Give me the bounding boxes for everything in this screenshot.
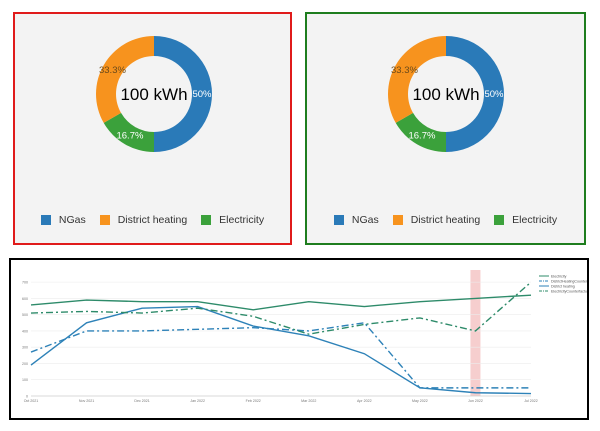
y-tick-label: 0 xyxy=(26,395,28,399)
legend-item-electricity[interactable]: Electricity xyxy=(201,214,264,226)
legend-label-electricity: Electricity xyxy=(512,214,558,226)
legend-label-electricity: Electricity xyxy=(551,274,567,278)
donut-slice-label-electricity: 16.7% xyxy=(116,131,143,142)
legend-swatch-electricity xyxy=(494,215,505,225)
donut-slice-district-heating[interactable] xyxy=(96,36,154,123)
donut-panel-right: 50% 16.7% 33.3% 100 kWh NGas District heati… xyxy=(305,12,586,245)
line-chart: 0 100 200 300 400 500 600 700 Oct 2021 Nov 2021 De… xyxy=(22,270,587,403)
x-tick-label: Jan 2022 xyxy=(190,399,205,403)
donut-slice-district-heating[interactable] xyxy=(388,36,446,123)
legend-label-electricity: Electricity xyxy=(219,214,265,226)
donut-chart-right: 50% 16.7% 33.3% 100 kWh xyxy=(388,36,504,152)
donut-slice-label-electricity: 16.7% xyxy=(408,131,435,142)
legend-label-electricitycounterfactual: ElectricityCounterfactual xyxy=(551,289,587,293)
legend-item-electricity[interactable]: Electricity xyxy=(494,214,557,226)
legend-item-district-heating[interactable]: District heating xyxy=(392,214,481,226)
y-tick-label: 500 xyxy=(22,313,28,317)
legend-swatch-ngas xyxy=(40,215,51,225)
donut-center-label: 100 kWh xyxy=(412,85,479,104)
donut-slice-label-district-heating: 33.3% xyxy=(391,65,418,76)
series-line-district-heating[interactable] xyxy=(30,305,532,395)
legend-swatch-ngas xyxy=(333,215,344,225)
y-tick-label: 700 xyxy=(22,281,28,285)
y-tick-label: 300 xyxy=(22,346,28,350)
legend-label-district-heating: District heating xyxy=(117,214,188,226)
legend-item-district-heating[interactable]: District heating xyxy=(99,214,188,226)
donut-center-label: 100 kWh xyxy=(120,85,187,104)
x-tick-label: Apr 2022 xyxy=(357,399,372,403)
donut-slice-label-ngas: 50% xyxy=(484,89,504,100)
donut-panel-left: 50% 16.7% 33.3% 100 kWh NGas District heati… xyxy=(13,12,292,245)
legend-label-district-heating: District heating xyxy=(551,284,575,288)
y-tick-label: 600 xyxy=(22,297,28,301)
y-tick-label: 400 xyxy=(22,329,28,333)
x-tick-label: Feb 2022 xyxy=(246,399,261,403)
x-tick-label: Mar 2022 xyxy=(301,399,316,403)
donut-slice-ngas[interactable] xyxy=(154,36,212,152)
series-line-electricitycounterfactual[interactable] xyxy=(30,281,532,335)
legend-item-ngas[interactable]: NGas xyxy=(40,214,86,226)
donut-slice-ngas[interactable] xyxy=(446,36,504,152)
donut-chart-left: 50% 16.7% 33.3% 100 kWh xyxy=(96,36,212,152)
legend-label-ngas: NGas xyxy=(58,214,86,226)
series-line-districtheatingcounterfactual[interactable] xyxy=(30,322,531,389)
highlight-band xyxy=(470,270,481,396)
legend-left: NGas District heating Electricity xyxy=(15,214,290,226)
y-tick-label: 200 xyxy=(22,362,28,366)
legend-swatch-electricity xyxy=(201,215,212,225)
series-line-electricity[interactable] xyxy=(30,294,532,311)
legend-label-ngas: NGas xyxy=(351,214,379,226)
x-tick-label: May 2022 xyxy=(412,399,428,403)
legend-swatch-district-heating xyxy=(392,215,403,225)
legend-label-districtheatingcounterfactual: DistrictHeatingCounterfactual xyxy=(551,279,587,283)
legend-swatch-district-heating xyxy=(99,215,110,225)
x-tick-label: Jul 2022 xyxy=(524,399,538,403)
x-tick-label: Jun 2022 xyxy=(468,399,483,403)
line-chart-panel: 0 100 200 300 400 500 600 700 Oct 2021 Nov 2021 De… xyxy=(9,258,589,420)
donut-slice-label-district-heating: 33.3% xyxy=(99,65,126,76)
y-tick-label: 100 xyxy=(22,378,28,382)
x-tick-label: Oct 2021 xyxy=(24,399,39,403)
legend-item-ngas[interactable]: NGas xyxy=(333,214,379,226)
legend-label-district-heating: District heating xyxy=(410,214,481,226)
legend-right: NGas District heating Electricity xyxy=(307,214,584,226)
donut-slice-electricity[interactable] xyxy=(395,112,446,152)
x-tick-label: Nov 2021 xyxy=(79,399,94,403)
x-tick-label: Dec 2021 xyxy=(134,399,149,403)
donut-slice-label-ngas: 50% xyxy=(192,89,212,100)
donut-slice-electricity[interactable] xyxy=(103,112,154,152)
